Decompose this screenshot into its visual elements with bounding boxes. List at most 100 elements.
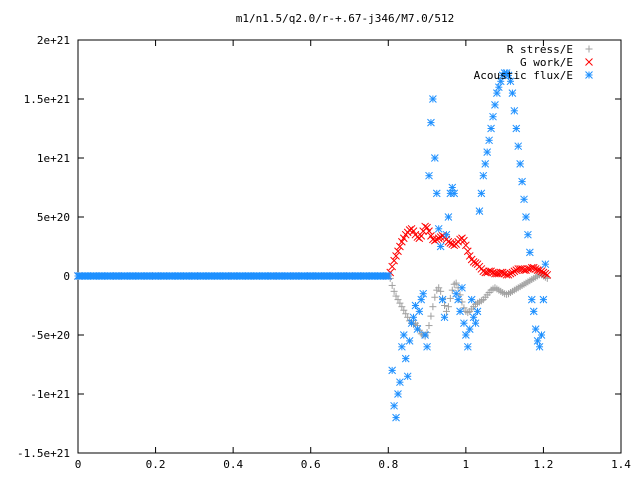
data-point bbox=[394, 247, 402, 256]
data-point bbox=[512, 124, 521, 133]
data-point bbox=[471, 319, 480, 328]
data-point bbox=[427, 118, 435, 127]
data-point bbox=[407, 319, 416, 328]
data-point bbox=[460, 319, 468, 328]
data-point bbox=[527, 295, 536, 304]
data-point bbox=[444, 303, 452, 311]
x-tick-label: 0.2 bbox=[146, 458, 166, 471]
data-point bbox=[388, 262, 397, 271]
data-point bbox=[392, 252, 400, 260]
data-point bbox=[448, 286, 456, 294]
x-tick-label: 0.8 bbox=[378, 458, 398, 471]
data-point bbox=[487, 267, 495, 276]
data-point bbox=[541, 269, 550, 278]
data-point bbox=[462, 331, 470, 339]
data-point bbox=[398, 237, 406, 246]
x-tick-label: 0 bbox=[75, 458, 82, 471]
data-point bbox=[508, 89, 517, 97]
data-point bbox=[504, 71, 513, 80]
legend-label: R stress/E bbox=[507, 43, 573, 56]
data-point bbox=[423, 342, 431, 351]
data-point bbox=[469, 313, 478, 322]
data-point bbox=[425, 171, 433, 180]
data-point bbox=[510, 106, 519, 115]
x-tick-label: 0.6 bbox=[301, 458, 321, 471]
data-point bbox=[452, 279, 460, 287]
data-point bbox=[427, 232, 435, 240]
data-point bbox=[434, 224, 443, 233]
data-point bbox=[526, 248, 534, 257]
data-point bbox=[456, 307, 464, 316]
data-point bbox=[485, 136, 493, 145]
data-point bbox=[465, 252, 474, 260]
data-point bbox=[477, 189, 486, 198]
legend-marker bbox=[585, 58, 593, 66]
y-tick-label: 2e+21 bbox=[37, 34, 70, 47]
series-layer bbox=[74, 69, 552, 422]
data-point bbox=[417, 295, 426, 304]
data-point bbox=[421, 331, 429, 339]
data-point bbox=[390, 256, 398, 265]
data-point bbox=[429, 95, 437, 103]
data-point bbox=[506, 77, 515, 86]
y-tick-label: -5e+20 bbox=[30, 329, 70, 342]
legend-marker bbox=[585, 71, 593, 79]
data-point bbox=[491, 101, 499, 109]
data-point bbox=[465, 325, 474, 333]
data-point bbox=[494, 83, 503, 92]
data-point bbox=[398, 342, 406, 351]
data-point bbox=[529, 307, 538, 316]
data-point bbox=[431, 293, 439, 301]
data-point bbox=[463, 342, 472, 351]
data-point bbox=[514, 142, 523, 151]
data-point bbox=[522, 213, 530, 221]
data-point bbox=[444, 237, 453, 246]
data-point bbox=[458, 298, 466, 306]
data-point bbox=[390, 401, 398, 410]
chart-title: m1/n1.5/q2.0/r-+.67-j346/M7.0/512 bbox=[236, 12, 455, 25]
data-point bbox=[531, 325, 540, 333]
data-point bbox=[413, 325, 422, 333]
data-point bbox=[427, 312, 435, 320]
data-point bbox=[448, 183, 457, 192]
data-point bbox=[400, 306, 408, 314]
data-point bbox=[399, 331, 408, 339]
data-point bbox=[448, 240, 457, 248]
data-point bbox=[475, 207, 484, 215]
data-point bbox=[403, 372, 412, 381]
data-point bbox=[496, 77, 505, 86]
data-point bbox=[467, 295, 476, 304]
data-point bbox=[506, 269, 515, 278]
data-point bbox=[435, 284, 443, 292]
data-point bbox=[446, 189, 455, 198]
data-point bbox=[392, 292, 400, 300]
data-point bbox=[462, 241, 470, 250]
data-point bbox=[460, 304, 468, 312]
data-point bbox=[460, 236, 468, 245]
data-point bbox=[382, 272, 391, 280]
data-point bbox=[401, 354, 410, 363]
x-tick-label: 1 bbox=[463, 458, 470, 471]
data-point bbox=[454, 295, 462, 304]
x-tick-label: 1.2 bbox=[533, 458, 553, 471]
x-tick-label: 0.4 bbox=[223, 458, 243, 471]
x-tick-label: 1.4 bbox=[611, 458, 631, 471]
data-point bbox=[487, 124, 495, 133]
y-tick-label: 5e+20 bbox=[37, 211, 70, 224]
data-point bbox=[537, 331, 546, 339]
data-point bbox=[458, 283, 466, 292]
y-tick-label: -1e+21 bbox=[30, 388, 70, 401]
data-point bbox=[390, 287, 398, 295]
data-point bbox=[508, 268, 517, 277]
data-point bbox=[510, 267, 519, 276]
data-point bbox=[452, 289, 461, 298]
data-point bbox=[438, 295, 447, 304]
data-point bbox=[436, 242, 445, 251]
data-point bbox=[441, 302, 449, 309]
data-point bbox=[481, 160, 490, 168]
data-point bbox=[442, 230, 451, 239]
data-point bbox=[529, 263, 538, 272]
